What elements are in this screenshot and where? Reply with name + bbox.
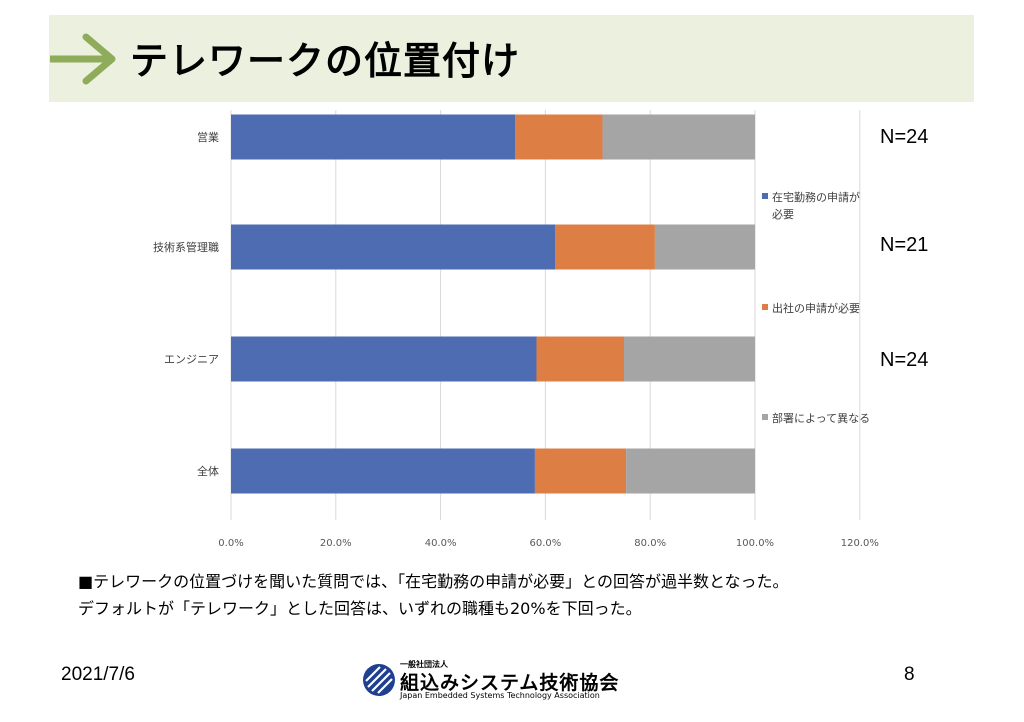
logo-mark-icon: [363, 664, 395, 696]
bar-segment: [602, 114, 755, 160]
x-tick-label: 0.0%: [218, 538, 243, 549]
page-number: 8: [904, 664, 915, 685]
x-tick-label: 20.0%: [320, 538, 352, 549]
x-tick-label: 100.0%: [736, 538, 774, 549]
bar-segment: [624, 336, 755, 382]
legend-label: 在宅勤務の申請が: [772, 190, 860, 204]
n-label-tech-manager: N=21: [880, 234, 929, 256]
x-tick-label: 120.0%: [841, 538, 879, 549]
legend-label: 部署によって異なる: [772, 411, 870, 425]
category-label: 技術系管理職: [153, 240, 219, 254]
legend-swatch: [762, 193, 768, 199]
bar-segment: [534, 448, 627, 494]
bar-segment: [231, 114, 516, 160]
footer-date: 2021/7/6: [61, 664, 135, 685]
jasa-logo: 一般社団法人 組込みシステム技術協会 Japan Embedded System…: [362, 659, 622, 703]
bar-segment: [231, 224, 556, 270]
x-tick-label: 40.0%: [425, 538, 457, 549]
n-label-engineer: N=24: [880, 349, 929, 371]
summary-text: ■テレワークの位置づけを聞いた質問では、「在宅勤務の申請が必要」との回答が過半数…: [78, 568, 788, 622]
page-title: テレワークの位置付け: [130, 39, 521, 83]
bar-segment: [626, 448, 755, 494]
bar-segment: [515, 114, 603, 160]
n-label-sales: N=24: [880, 126, 929, 148]
legend-swatch: [762, 414, 768, 420]
legend-label: 出社の申請が必要: [772, 301, 860, 315]
legend-swatch: [762, 304, 768, 310]
logo-subtitle: 一般社団法人: [400, 660, 448, 669]
bar-segment: [536, 336, 624, 382]
bar-segment: [555, 224, 655, 270]
x-tick-label: 60.0%: [530, 538, 562, 549]
arrow-icon: [50, 33, 116, 85]
summary-line: ■テレワークの位置づけを聞いた質問では、「在宅勤務の申請が必要」との回答が過半数…: [78, 572, 789, 591]
legend-label: 必要: [772, 208, 794, 221]
bar-segment: [231, 336, 537, 382]
category-label: エンジニア: [164, 353, 219, 366]
bar-segment: [231, 448, 535, 494]
stacked-bar-chart: 0.0% 20.0% 40.0% 60.0% 80.0% 100.0% 120.0% 営業技術…: [153, 110, 879, 549]
summary-line: デフォルトが「テレワーク」とした回答は、いずれの職種も20%を下回った。: [78, 599, 642, 618]
bar-segment: [654, 224, 755, 270]
x-tick-label: 80.0%: [634, 538, 666, 549]
category-label: 全体: [197, 464, 219, 478]
title-band: [49, 15, 974, 102]
logo-name: 組込みシステム技術協会: [400, 672, 620, 694]
logo-english-name: Japan Embedded Systems Technology Associ…: [400, 691, 600, 700]
category-label: 営業: [197, 130, 219, 144]
